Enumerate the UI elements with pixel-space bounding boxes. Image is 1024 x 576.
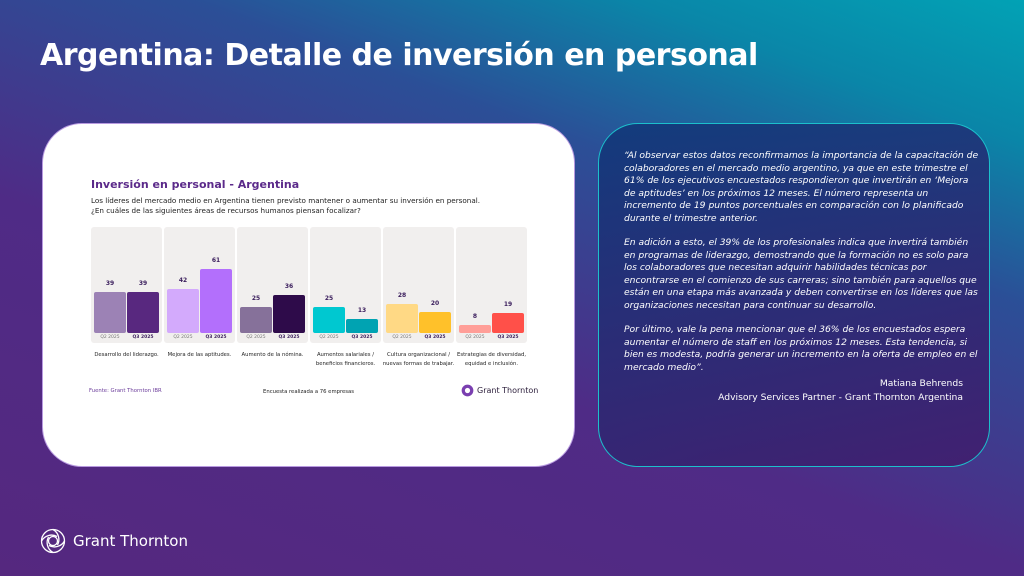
series-label: Q2 2025	[246, 335, 266, 340]
subtitle-line: Los líderes del mercado medio en Argenti…	[91, 196, 481, 205]
bar-q3-2025	[127, 292, 159, 333]
data-label: 25	[324, 294, 334, 302]
category-label: Estrategias de diversidad, equidad e inc…	[456, 352, 527, 367]
data-label: 42	[178, 276, 188, 284]
grant-thornton-logo-icon	[461, 384, 474, 397]
category-panel: 8 Q2 2025 19 Q3 2025	[456, 227, 527, 343]
bar-q2-2025	[240, 306, 272, 333]
bar-q2-2025	[313, 306, 345, 333]
series-label: Q2 2025	[319, 335, 339, 340]
series-label: Q2 2025	[392, 335, 412, 340]
category-label: Mejora de las aptitudes.	[167, 352, 232, 358]
data-label: 20	[430, 300, 440, 307]
category-panel: 25 Q2 2025 36 Q3 2025	[237, 227, 308, 343]
quote-paragraph: En adición a esto, el 39% de los profesi…	[624, 237, 978, 311]
category-label: Aumentos salariales / beneficios financi…	[315, 352, 376, 367]
bar-q3-2025	[346, 319, 378, 333]
data-label: 39	[105, 280, 115, 288]
series-label: Q3 2025	[424, 335, 446, 340]
author-name: Matiana Behrends	[879, 378, 963, 389]
data-label: 19	[503, 301, 513, 309]
footer-logo: Grant Thornton	[40, 528, 188, 554]
data-label: 25	[251, 294, 261, 302]
bar-q3-2025	[419, 312, 451, 333]
category-panel: 39 Q2 2025 39 Q3 2025	[91, 227, 162, 343]
quote-attribution: Matiana Behrends Advisory Services Partn…	[718, 377, 963, 405]
chart-title: Inversión en personal - Argentina	[91, 178, 300, 191]
chart-subtitle: Los líderes del mercado medio en Argenti…	[91, 196, 531, 216]
bar-q2-2025	[167, 288, 199, 333]
subtitle-line: ¿En cuáles de las siguientes áreas de re…	[91, 206, 361, 215]
series-label: Q3 2025	[132, 335, 154, 340]
data-label: 61	[211, 256, 221, 264]
category-panel: 42 Q2 2025 61 Q3 2025	[164, 227, 235, 343]
series-label: Q2 2025	[173, 335, 193, 340]
author-role: Advisory Services Partner - Grant Thornt…	[718, 392, 963, 403]
category-panel: 25 Q2 2025 13 Q3 2025	[310, 227, 381, 343]
quote-box: “Al observar estos datos reconfirmamos l…	[598, 123, 990, 467]
quote-text: “Al observar estos datos reconfirmamos l…	[624, 150, 979, 386]
data-label: 8	[472, 312, 478, 320]
category-label: Desarrollo del liderazgo.	[94, 352, 159, 358]
bar-q3-2025	[273, 295, 305, 333]
data-label: 36	[284, 283, 294, 291]
series-label: Q3 2025	[278, 335, 300, 340]
bar-q2-2025	[459, 324, 491, 333]
series-label: Q3 2025	[351, 335, 373, 340]
series-label: Q3 2025	[497, 335, 519, 340]
logo-text: Grant Thornton	[73, 532, 188, 550]
bar-q3-2025	[200, 268, 232, 333]
series-label: Q2 2025	[465, 335, 485, 340]
category-label: Cultura organizacional / nuevas formas d…	[382, 352, 455, 367]
series-label: Q3 2025	[205, 335, 227, 340]
grant-thornton-logo: Grant Thornton	[461, 384, 538, 397]
logo-text: Grant Thornton	[477, 386, 539, 395]
data-label: 13	[357, 307, 367, 315]
quote-paragraph: “Al observar estos datos reconfirmamos l…	[624, 150, 979, 224]
survey-note: Encuesta realizada a 76 empresas	[263, 389, 355, 395]
bar-q3-2025	[492, 313, 524, 333]
category-label: Aumento de la nómina.	[241, 352, 304, 358]
bar-q2-2025	[386, 303, 418, 333]
series-label: Q2 2025	[100, 335, 120, 340]
grant-thornton-logo-icon	[40, 528, 66, 554]
chart-card: Inversión en personal - Argentina Los lí…	[42, 123, 575, 467]
bar-q2-2025	[94, 292, 126, 333]
data-label: 28	[397, 291, 407, 299]
quote-paragraph: Por último, vale la pena mencionar que e…	[624, 324, 978, 373]
slide-title: Argentina: Detalle de inversión en perso…	[40, 38, 758, 73]
source-note: Fuente: Grant Thornton IBR	[89, 388, 162, 394]
category-panel: 28 Q2 2025 20 Q3 2025	[383, 227, 454, 343]
data-label: 39	[138, 280, 148, 288]
